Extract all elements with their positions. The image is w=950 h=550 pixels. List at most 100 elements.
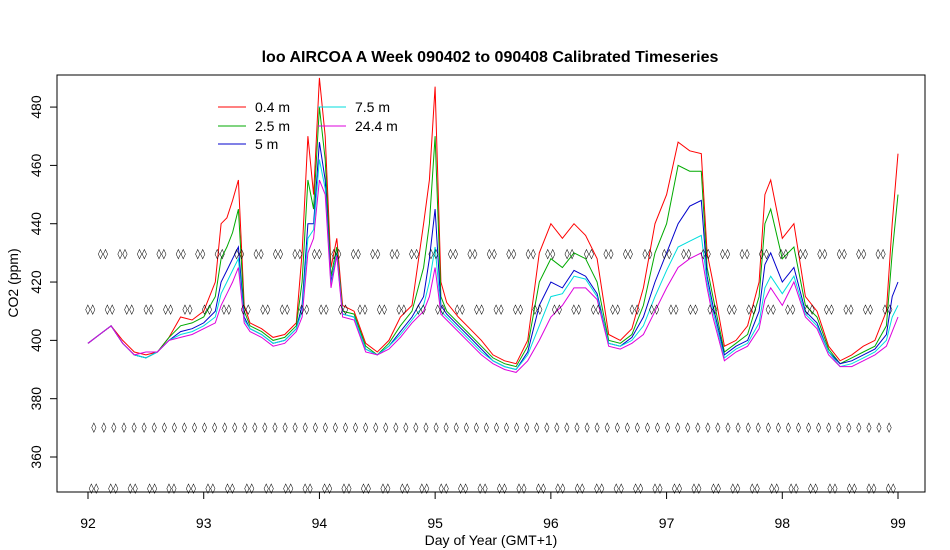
flag-marker: ◊◊: [342, 483, 352, 495]
flag-marker: ◊: [705, 421, 710, 433]
flag-marker: ◊◊: [681, 248, 691, 260]
flag-marker: ◊◊: [808, 483, 818, 495]
flag-marker: ◊: [101, 421, 106, 433]
flag-marker: ◊: [816, 421, 821, 433]
flag-marker: ◊◊: [778, 248, 788, 260]
flag-marker: ◊: [615, 421, 620, 433]
y-tick-label: 460: [28, 154, 44, 178]
flag-marker: ◊: [595, 421, 600, 433]
flag-marker: ◊◊: [429, 248, 439, 260]
flag-marker: ◊: [403, 421, 408, 433]
flag-marker: ◊◊: [584, 248, 594, 260]
flag-marker: ◊: [343, 421, 348, 433]
flag-marker: ◊◊: [183, 303, 193, 315]
flag-marker: ◊◊: [409, 248, 419, 260]
y-tick-label: 440: [28, 212, 44, 236]
x-tick-label: 96: [543, 515, 559, 531]
flag-marker: ◊: [162, 421, 167, 433]
series-3: [87, 159, 899, 371]
x-tick-label: 97: [659, 515, 675, 531]
flag-marker: ◊◊: [163, 303, 173, 315]
flag-marker: ◊◊: [828, 483, 838, 495]
flag-marker: ◊◊: [669, 303, 679, 315]
flag-marker: ◊◊: [478, 483, 488, 495]
y-axis: 360 380 400 420 440 460 480: [28, 95, 58, 469]
flag-marker: ◊◊: [338, 303, 348, 315]
flag-marker: ◊◊: [137, 248, 147, 260]
flag-marker: ◊◊: [691, 483, 701, 495]
flag-marker: ◊◊: [497, 483, 507, 495]
flag-marker: ◊◊: [506, 248, 516, 260]
flag-marker: ◊◊: [594, 483, 604, 495]
flag-marker: ◊: [846, 421, 851, 433]
flag-marker: ◊◊: [303, 483, 313, 495]
flag-marker: ◊◊: [750, 483, 760, 495]
flag-marker: ◊◊: [591, 303, 601, 315]
flag-marker: ◊: [413, 421, 418, 433]
flag-marker: ◊◊: [711, 483, 721, 495]
flag-marker: ◊: [575, 421, 580, 433]
flag-marker: ◊◊: [419, 483, 429, 495]
flag-marker: ◊: [675, 421, 680, 433]
flag-marker: ◊: [877, 421, 882, 433]
flag-markers: ◊◊ ◊◊ ◊◊ ◊◊ ◊◊ ◊◊ ◊◊ ◊◊ ◊◊ ◊◊ ◊◊ ◊◊ ◊◊ ◊◊ ◊◊ ◊◊ ◊◊ ◊◊ ◊◊ ◊◊…: [85, 248, 895, 495]
flag-marker: ◊: [887, 421, 892, 433]
flag-marker: ◊◊: [128, 483, 138, 495]
flag-marker: ◊◊: [817, 248, 827, 260]
flag-marker: ◊: [464, 421, 469, 433]
flag-marker: ◊◊: [358, 303, 368, 315]
flag-marker: ◊◊: [837, 248, 847, 260]
flag-marker: ◊: [283, 421, 288, 433]
flag-marker: ◊: [353, 421, 358, 433]
flag-marker: ◊◊: [701, 248, 711, 260]
flag-marker: ◊◊: [467, 248, 477, 260]
series-line: [87, 142, 899, 371]
flag-marker: ◊: [544, 421, 549, 433]
chart-title: loo AIRCOA A Week 090402 to 090408 Calib…: [262, 49, 719, 66]
flag-marker: ◊: [655, 421, 660, 433]
flag-marker: ◊◊: [575, 483, 585, 495]
flag-marker: ◊: [826, 421, 831, 433]
x-tick-label: 93: [196, 515, 212, 531]
flag-marker: ◊: [122, 421, 127, 433]
flag-marker: ◊: [746, 421, 751, 433]
flag-marker: ◊◊: [396, 303, 406, 315]
legend-item: 7.5 m: [318, 99, 390, 115]
flag-marker: ◊: [856, 421, 861, 433]
legend-item: 24.4 m: [318, 118, 398, 134]
series-4: [87, 179, 899, 373]
flag-marker: ◊: [303, 421, 308, 433]
flag-marker: ◊◊: [299, 303, 309, 315]
flag-marker: ◊◊: [105, 303, 115, 315]
flag-marker: ◊◊: [124, 303, 134, 315]
flag-marker: ◊: [736, 421, 741, 433]
flag-marker: ◊: [323, 421, 328, 433]
flag-marker: ◊◊: [195, 248, 205, 260]
flag-marker: ◊: [625, 421, 630, 433]
flag-marker: ◊: [293, 421, 298, 433]
y-tick-label: 420: [28, 270, 44, 294]
flag-marker: ◊◊: [361, 483, 371, 495]
flag-marker: ◊◊: [766, 303, 776, 315]
flag-marker: ◊◊: [264, 483, 274, 495]
flag-marker: ◊◊: [545, 248, 555, 260]
flag-row-1: ◊◊ ◊◊ ◊◊ ◊◊ ◊◊ ◊◊ ◊◊ ◊◊ ◊◊ ◊◊ ◊◊ ◊◊ ◊◊ ◊◊ ◊◊ ◊◊ ◊◊ ◊◊ ◊◊ ◊◊…: [85, 303, 892, 315]
series-line: [87, 107, 899, 368]
legend-item: 0.4 m: [218, 99, 290, 115]
flag-marker: ◊◊: [244, 483, 254, 495]
flag-marker: ◊: [484, 421, 489, 433]
x-axis: 92 93 94 95 96 97 98 99: [80, 491, 906, 531]
flag-marker: ◊: [726, 421, 731, 433]
flag-marker: ◊◊: [824, 303, 834, 315]
flag-marker: ◊: [776, 421, 781, 433]
flag-marker: ◊◊: [312, 248, 322, 260]
flag-marker: ◊: [91, 421, 96, 433]
flag-marker: ◊: [867, 421, 872, 433]
flag-marker: ◊◊: [688, 303, 698, 315]
flag-marker: ◊: [665, 421, 670, 433]
flag-marker: ◊◊: [856, 248, 866, 260]
flag-marker: ◊◊: [571, 303, 581, 315]
flag-marker: ◊◊: [532, 303, 542, 315]
flag-marker: ◊◊: [649, 303, 659, 315]
flag-marker: ◊◊: [273, 248, 283, 260]
